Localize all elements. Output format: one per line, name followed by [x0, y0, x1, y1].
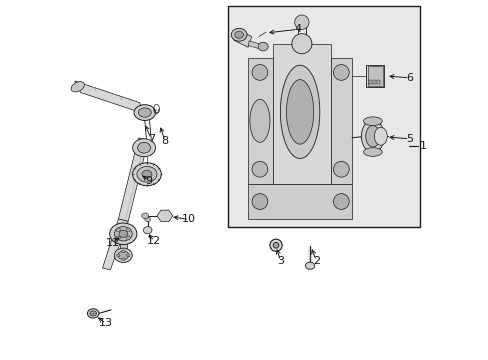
Ellipse shape	[116, 228, 120, 231]
Ellipse shape	[121, 258, 125, 261]
Ellipse shape	[144, 217, 150, 222]
Text: 9: 9	[144, 176, 152, 186]
Ellipse shape	[87, 309, 99, 318]
Ellipse shape	[137, 142, 150, 153]
Bar	[376, 80, 379, 84]
Ellipse shape	[90, 311, 96, 316]
Ellipse shape	[291, 34, 311, 54]
Ellipse shape	[126, 254, 130, 257]
Ellipse shape	[121, 250, 125, 253]
Ellipse shape	[258, 42, 267, 51]
Polygon shape	[247, 184, 351, 220]
Ellipse shape	[363, 148, 382, 156]
Ellipse shape	[134, 105, 155, 121]
Text: 12: 12	[147, 236, 161, 246]
Ellipse shape	[249, 99, 269, 142]
Text: 1: 1	[419, 141, 426, 151]
Ellipse shape	[361, 120, 384, 152]
Ellipse shape	[142, 170, 152, 178]
Ellipse shape	[114, 248, 132, 262]
Ellipse shape	[132, 163, 161, 186]
Ellipse shape	[286, 80, 313, 144]
Ellipse shape	[143, 226, 152, 234]
Ellipse shape	[280, 65, 319, 158]
Ellipse shape	[116, 236, 120, 240]
Ellipse shape	[273, 242, 278, 248]
Bar	[228, 6, 419, 226]
Ellipse shape	[138, 108, 151, 117]
Text: 2: 2	[312, 256, 319, 266]
Polygon shape	[75, 81, 145, 114]
Ellipse shape	[126, 236, 130, 240]
Bar	[368, 80, 371, 84]
Text: 11: 11	[105, 238, 119, 248]
Ellipse shape	[305, 262, 314, 269]
Polygon shape	[247, 58, 273, 184]
Ellipse shape	[373, 127, 386, 145]
Ellipse shape	[119, 230, 127, 237]
Text: 4: 4	[293, 24, 301, 35]
Ellipse shape	[251, 194, 267, 210]
Ellipse shape	[365, 126, 379, 147]
Ellipse shape	[269, 239, 282, 251]
Ellipse shape	[114, 226, 132, 241]
Polygon shape	[366, 65, 384, 87]
Ellipse shape	[251, 64, 267, 80]
Ellipse shape	[118, 251, 128, 260]
Ellipse shape	[109, 223, 137, 244]
Polygon shape	[120, 241, 126, 255]
Ellipse shape	[126, 228, 130, 231]
Text: 7: 7	[147, 134, 155, 144]
Polygon shape	[366, 122, 380, 151]
Ellipse shape	[137, 166, 157, 182]
Bar	[372, 80, 375, 84]
Polygon shape	[233, 30, 251, 47]
Ellipse shape	[234, 31, 243, 39]
Text: 10: 10	[182, 215, 196, 224]
Text: 8: 8	[161, 136, 168, 145]
Ellipse shape	[333, 161, 348, 177]
Text: 6: 6	[405, 73, 412, 83]
Polygon shape	[330, 58, 351, 184]
Ellipse shape	[333, 64, 348, 80]
Ellipse shape	[142, 213, 148, 219]
Text: 5: 5	[405, 134, 412, 144]
Text: 3: 3	[276, 256, 283, 266]
Polygon shape	[157, 210, 172, 222]
Ellipse shape	[363, 117, 382, 126]
Ellipse shape	[294, 15, 308, 30]
Polygon shape	[118, 138, 148, 221]
Ellipse shape	[333, 194, 348, 210]
Polygon shape	[273, 44, 330, 184]
Ellipse shape	[251, 161, 267, 177]
Ellipse shape	[231, 28, 246, 41]
Polygon shape	[133, 142, 155, 151]
Text: 13: 13	[99, 319, 113, 328]
Polygon shape	[367, 66, 383, 86]
Ellipse shape	[71, 82, 84, 92]
Polygon shape	[102, 219, 128, 270]
Ellipse shape	[132, 139, 155, 157]
Ellipse shape	[116, 254, 120, 257]
Polygon shape	[247, 41, 261, 49]
